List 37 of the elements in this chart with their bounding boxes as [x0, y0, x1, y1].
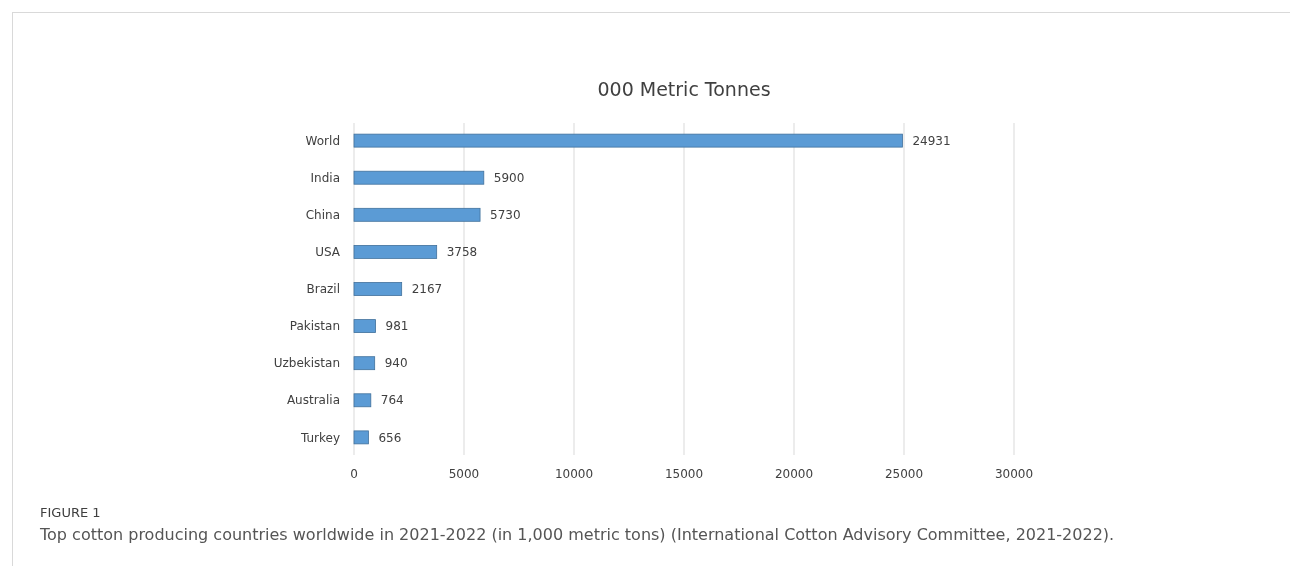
data-label: 981 [385, 319, 409, 334]
y-tick-label: China [305, 208, 340, 223]
data-label: 24931 [912, 133, 951, 148]
data-label: 2167 [411, 282, 443, 297]
y-tick-label: Turkey [299, 430, 340, 445]
bar [353, 319, 376, 333]
x-tick-label: 15000 [664, 467, 704, 481]
bar [353, 170, 485, 185]
data-label: 656 [378, 430, 402, 445]
data-label: 5730 [490, 208, 521, 223]
y-tick-label: Brazil [306, 282, 340, 297]
data-label: 3758 [446, 245, 478, 260]
x-tick-label: 0 [350, 467, 358, 481]
y-tick-label: Uzbekistan [273, 356, 340, 371]
bar [353, 207, 481, 222]
x-tick-label: 30000 [994, 467, 1034, 481]
y-tick-label: Australia [286, 393, 340, 408]
x-tick-label: 5000 [448, 467, 480, 481]
bar [353, 282, 403, 296]
bar [353, 245, 438, 259]
text: Top cotton producing countries worldwide in 2021-2022 (in 1,000 metric tons) (International Cotton Advisory Committee, 2021-2022). [39, 525, 1115, 544]
y-tick-label: World [305, 133, 340, 148]
bar [353, 133, 903, 148]
x-tick-label: 20000 [774, 467, 814, 481]
bar [353, 430, 369, 445]
y-tick-label: Pakistan [289, 319, 340, 334]
bar [353, 356, 376, 371]
chart-title: 000 Metric Tonnes [597, 78, 771, 100]
y-tick-label: India [310, 170, 340, 185]
caption: FIGURE 1 [40, 505, 101, 520]
x-tick-label: 25000 [884, 467, 924, 481]
x-tick-label: 10000 [554, 467, 594, 481]
y-tick-label: USA [315, 245, 341, 260]
bar [353, 393, 372, 408]
data-label: 940 [384, 356, 408, 371]
data-label: 5900 [493, 170, 525, 185]
data-label: 764 [380, 393, 404, 408]
